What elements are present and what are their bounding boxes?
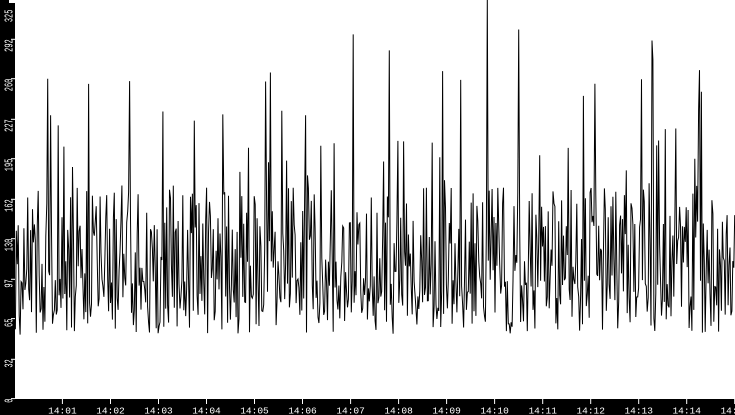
svg-text:14:01: 14:01 xyxy=(48,405,77,415)
svg-text:325: 325 xyxy=(3,10,16,23)
svg-text:14:08: 14:08 xyxy=(384,405,413,415)
svg-text:14:15: 14:15 xyxy=(720,405,735,415)
svg-text:14:04: 14:04 xyxy=(192,405,221,415)
svg-text:14:02: 14:02 xyxy=(96,405,125,415)
svg-text:14:06: 14:06 xyxy=(288,405,317,415)
svg-text:14:03: 14:03 xyxy=(144,405,173,415)
svg-text:14:05: 14:05 xyxy=(240,405,269,415)
svg-text:97: 97 xyxy=(3,279,16,287)
svg-text:65: 65 xyxy=(3,319,16,327)
svg-text:14:09: 14:09 xyxy=(432,405,461,415)
svg-text:14:13: 14:13 xyxy=(624,405,653,415)
svg-text:14:14: 14:14 xyxy=(672,405,701,415)
svg-text:227: 227 xyxy=(3,119,16,132)
svg-text:32: 32 xyxy=(3,359,16,367)
svg-text:130: 130 xyxy=(3,239,16,252)
svg-text:0: 0 xyxy=(3,399,16,403)
svg-text:14:12: 14:12 xyxy=(576,405,605,415)
svg-text:14:07: 14:07 xyxy=(336,405,365,415)
svg-text:260: 260 xyxy=(3,79,16,92)
svg-text:162: 162 xyxy=(3,199,16,212)
svg-text:14:10: 14:10 xyxy=(480,405,509,415)
svg-text:14:11: 14:11 xyxy=(528,405,557,415)
svg-text:195: 195 xyxy=(3,159,16,172)
svg-text:292: 292 xyxy=(3,39,16,52)
